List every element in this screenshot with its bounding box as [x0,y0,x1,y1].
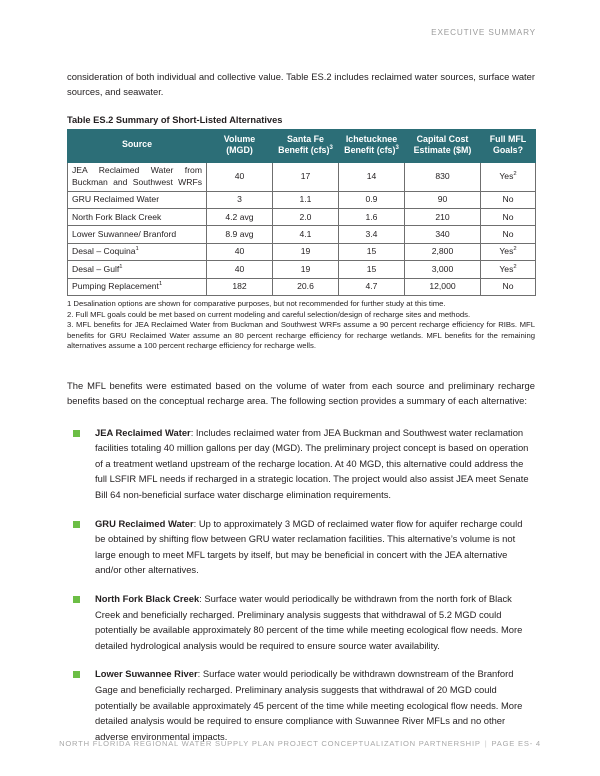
square-bullet-icon [73,595,80,603]
alternative-description: : Surface water would periodically be wi… [95,668,523,742]
cell-capital-cost: 12,000 [404,277,481,297]
spacer [67,352,535,378]
cell-volume: 40 [206,242,273,262]
footnote-ref: 1 [158,281,163,288]
footer-page-number: PAGE ES- 4 [491,739,541,748]
cell-volume: 8.9 avg [206,225,273,244]
footnote-ref: 2 [513,246,517,253]
col-header-full-mfl-goals: Full MFL Goals? [480,128,536,163]
list-item: North Fork Black Creek: Surface water wo… [67,591,535,653]
footer-separator: | [484,739,488,748]
cell-santa-fe: 20.6 [272,277,339,297]
footnote-ref-3: 3 [395,145,399,152]
list-item: JEA Reclaimed Water: Includes reclaimed … [67,425,535,503]
cell-capital-cost: 210 [404,207,481,227]
cell-capital-cost: 830 [404,161,481,192]
square-bullet-icon [73,520,80,528]
square-bullet-icon [73,671,80,679]
cell-volume: 4.2 avg [206,207,273,227]
footnote-3: 3. MFL benefits for JEA Reclaimed Water … [67,320,535,351]
col-header-source: Source [67,128,207,163]
cell-source: GRU Reclaimed Water [67,190,207,210]
alternative-description: : Includes reclaimed water from JEA Buck… [95,426,529,500]
cell-full-mfl: No [480,225,536,244]
alternative-description: : Up to approximately 3 MGD of reclaimed… [95,517,523,576]
cell-santa-fe: 19 [272,242,339,262]
cell-full-mfl: Yes2 [480,161,536,192]
footnote-ref: 2 [513,171,517,178]
cell-volume: 3 [206,190,273,210]
col-header-ichetucknee-benefit: Ichetucknee Benefit (cfs)3 [338,128,405,163]
col-header-capital-cost: Capital Cost Estimate ($M) [404,128,481,163]
col-header-santa-fe-benefit: Santa Fe Benefit (cfs)3 [272,128,339,163]
col-header-volume: Volume (MGD) [206,128,273,163]
alternative-term: GRU Reclaimed Water [95,517,194,529]
cell-ichetucknee: 15 [338,242,405,262]
table-footnotes: 1 Desalination options are shown for com… [67,299,535,352]
short-listed-alternatives-table: Source Volume (MGD) Santa Fe Benefit (cf… [67,128,536,297]
cell-capital-cost: 2,800 [404,242,481,262]
cell-source: Pumping Replacement1 [67,277,207,297]
running-head: EXECUTIVE SUMMARY [431,28,536,37]
table-row: Pumping Replacement1 182 20.6 4.7 12,000… [67,277,536,297]
cell-ichetucknee: 3.4 [338,225,405,244]
cell-santa-fe: 1.1 [272,190,339,210]
table-header: Source Volume (MGD) Santa Fe Benefit (cf… [67,128,536,163]
cell-capital-cost: 90 [404,190,481,210]
cell-ichetucknee: 0.9 [338,190,405,210]
alternative-term: North Fork Black Creek [95,592,200,604]
footnote-2: 2. Full MFL goals could be met based on … [67,309,471,319]
cell-ichetucknee: 1.6 [338,207,405,227]
cell-source: North Fork Black Creek [67,207,207,227]
page-footer: NORTH FLORIDA REGIONAL WATER SUPPLY PLAN… [0,739,600,748]
alternative-term: Lower Suwannee River [95,668,198,680]
table-row: North Fork Black Creek 4.2 avg 2.0 1.6 2… [67,207,536,227]
footnote-ref: 2 [513,263,517,270]
list-item: GRU Reclaimed Water: Up to approximately… [67,516,535,578]
footer-title: NORTH FLORIDA REGIONAL WATER SUPPLY PLAN… [59,739,481,748]
footnote-1: 1 Desalination options are shown for com… [67,299,446,309]
cell-volume: 40 [206,260,273,279]
cell-santa-fe: 17 [272,161,339,192]
table-row: Desal – Coquina1 40 19 15 2,800 Yes2 [67,242,536,262]
footnote-ref: 1 [119,263,123,270]
intro-paragraph: consideration of both individual and col… [67,71,535,98]
cell-ichetucknee: 15 [338,260,405,279]
cell-capital-cost: 340 [404,225,481,244]
lead-paragraph: The MFL benefits were estimated based on… [67,380,535,407]
list-item: Lower Suwannee River: Surface water woul… [67,666,535,744]
cell-source: Desal – Gulf1 [67,260,207,279]
cell-full-mfl: Yes2 [480,260,536,279]
cell-source: Desal – Coquina1 [67,242,207,262]
table-body: JEA Reclaimed Water from Buckman and Sou… [67,161,536,297]
table-row: GRU Reclaimed Water 3 1.1 0.9 90 No [67,190,536,210]
cell-santa-fe: 19 [272,260,339,279]
alternative-term: JEA Reclaimed Water [95,426,191,438]
cell-volume: 182 [206,277,273,297]
table-row: Lower Suwannee/ Branford 8.9 avg 4.1 3.4… [67,225,536,244]
cell-ichetucknee: 14 [338,161,405,192]
square-bullet-icon [73,429,80,437]
cell-volume: 40 [206,161,273,192]
table-caption: Table ES.2 Summary of Short-Listed Alter… [67,114,283,125]
page-content: consideration of both individual and col… [67,69,536,745]
table-row: JEA Reclaimed Water from Buckman and Sou… [67,161,536,192]
table-header-row: Source Volume (MGD) Santa Fe Benefit (cf… [67,128,536,163]
table-row: Desal – Gulf1 40 19 15 3,000 Yes2 [67,260,536,279]
alternatives-list: JEA Reclaimed Water: Includes reclaimed … [67,425,535,745]
cell-source: Lower Suwannee/ Branford [67,225,207,244]
cell-full-mfl: Yes2 [480,242,536,262]
cell-full-mfl: No [480,207,536,227]
alternative-description: : Surface water would periodically be wi… [95,592,523,651]
footnote-ref: 1 [135,246,139,253]
cell-ichetucknee: 4.7 [338,277,405,297]
cell-santa-fe: 2.0 [272,207,339,227]
cell-capital-cost: 3,000 [404,260,481,279]
cell-full-mfl: No [480,190,536,210]
cell-source: JEA Reclaimed Water from Buckman and Sou… [67,161,207,192]
cell-santa-fe: 4.1 [272,225,339,244]
cell-full-mfl: No [480,277,536,297]
footnote-ref-3: 3 [329,145,333,152]
